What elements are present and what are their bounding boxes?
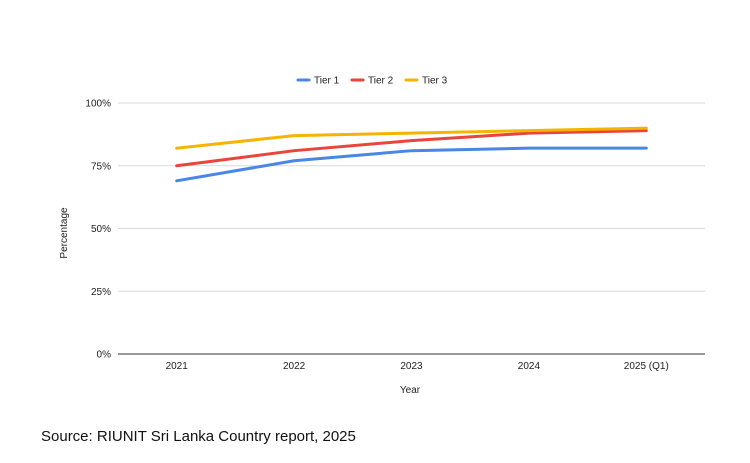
- y-tick-label: 25%: [91, 287, 111, 298]
- series-line-tier-1: [175, 146, 648, 183]
- source-caption: Source: RIUNIT Sri Lanka Country report,…: [41, 428, 356, 445]
- legend-label-tier-2: Tier 2: [368, 76, 394, 87]
- x-axis-ticks: 2021 2022 2023 2024 2025 (Q1): [166, 361, 669, 372]
- y-tick-label: 0%: [97, 350, 112, 361]
- x-tick-label: 2022: [283, 361, 306, 372]
- y-tick-label: 100%: [85, 99, 111, 110]
- y-axis-ticks: 0% 25% 50% 75% 100%: [85, 99, 111, 361]
- series-line-tier-2: [175, 129, 648, 168]
- x-tick-label: 2021: [166, 361, 189, 372]
- x-tick-label: 2025 (Q1): [624, 361, 669, 372]
- legend: Tier 1 Tier 2 Tier 3: [296, 76, 448, 87]
- legend-label-tier-1: Tier 1: [314, 76, 340, 87]
- x-tick-label: 2024: [518, 361, 541, 372]
- y-tick-label: 50%: [91, 224, 111, 235]
- line-chart: 0% 25% 50% 75% 100% 2021 2022 2023 2024 2025 (Q1…: [59, 76, 705, 396]
- series-line-tier-3: [175, 126, 648, 150]
- x-axis-title: Year: [400, 385, 421, 396]
- gridlines: [118, 102, 705, 355]
- y-tick-label: 75%: [91, 161, 111, 172]
- legend-label-tier-3: Tier 3: [422, 76, 448, 87]
- series-lines: [175, 126, 648, 183]
- y-axis-title: Percentage: [59, 207, 70, 259]
- x-tick-label: 2023: [400, 361, 423, 372]
